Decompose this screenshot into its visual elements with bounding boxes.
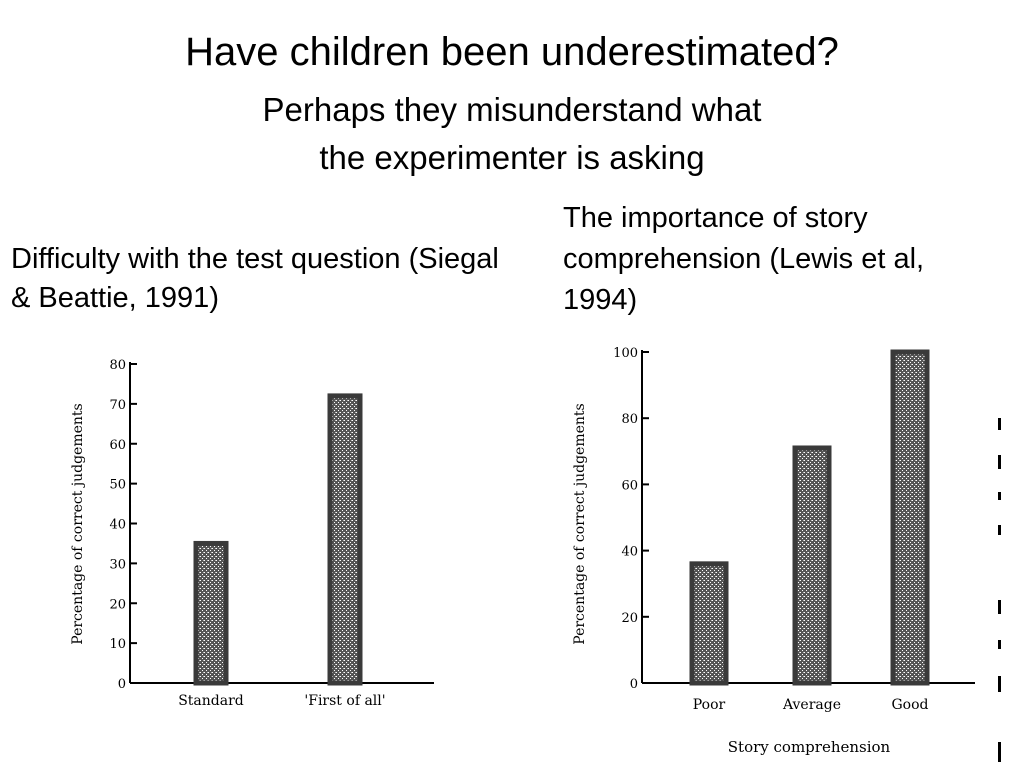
chart-left-y-axis-label: Percentage of correct judgements xyxy=(70,403,86,644)
chart-right-y-axis-label: Percentage of correct judgements xyxy=(572,403,588,644)
category-label: Good xyxy=(891,697,928,713)
y-tick-label: 70 xyxy=(109,398,126,413)
slide-title: Have children been underestimated? xyxy=(185,30,839,74)
bar-1 xyxy=(327,393,363,686)
y-tick-label: 30 xyxy=(109,557,126,572)
bar-0 xyxy=(193,540,229,686)
y-tick-label: 0 xyxy=(630,677,638,692)
category-label: 'First of all' xyxy=(304,693,385,709)
y-tick-label: 0 xyxy=(118,677,126,692)
category-label: Poor xyxy=(693,697,726,713)
slide-subtitle: Perhaps they misunderstand what the expe… xyxy=(262,91,762,176)
category-label: Average xyxy=(782,697,841,713)
category-label: Standard xyxy=(178,693,244,709)
chart-right-x-axis-label: Story comprehension xyxy=(728,738,891,756)
y-tick-label: 40 xyxy=(621,545,638,560)
y-tick-label: 20 xyxy=(109,597,126,612)
bar-2 xyxy=(890,349,930,686)
bar-1 xyxy=(792,445,832,686)
y-tick-label: 60 xyxy=(109,438,126,453)
y-tick-label: 10 xyxy=(109,637,126,652)
y-tick-label: 20 xyxy=(621,611,638,626)
caption-left: Difficulty with the test question (Siega… xyxy=(11,243,499,314)
y-tick-label: 40 xyxy=(109,518,126,533)
caption-right: The importance of story comprehension (L… xyxy=(563,202,925,316)
bar-0 xyxy=(689,561,729,686)
y-tick-label: 80 xyxy=(621,412,638,427)
y-tick-label: 80 xyxy=(109,358,126,373)
y-tick-label: 60 xyxy=(621,478,638,493)
y-tick-label: 50 xyxy=(109,478,126,493)
y-tick-label: 100 xyxy=(613,346,638,361)
